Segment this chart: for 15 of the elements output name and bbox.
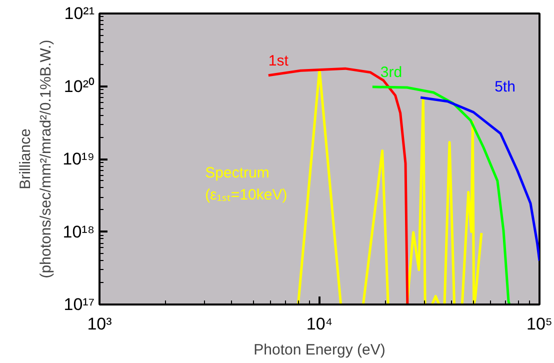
text: Spectrum xyxy=(205,164,270,182)
y-tick-label: 10²¹ xyxy=(64,4,95,23)
y-axis-title: Brilliance (photons/sec/mm²/mrad²/0.1%B.W.) xyxy=(17,40,55,278)
series-label: 5th xyxy=(494,78,516,96)
x-axis-title: Photon Energy (eV) xyxy=(254,342,386,358)
x-tick-label: 10⁴ xyxy=(306,314,333,334)
y-tick-label: 10¹⁷ xyxy=(64,295,95,314)
annotation: (ε₁ₛₜ=10keV) xyxy=(205,186,288,204)
x-tick-label: 10⁵ xyxy=(526,314,552,334)
y-tick-label: 10¹⁸ xyxy=(62,222,95,242)
y-tick-label: 10¹⁹ xyxy=(62,150,95,168)
series-label: 1st xyxy=(268,52,290,70)
y-tick-label: 10²⁰ xyxy=(64,76,95,96)
series-label: 3rd xyxy=(380,64,402,81)
x-tick-label: 10³ xyxy=(87,314,112,334)
